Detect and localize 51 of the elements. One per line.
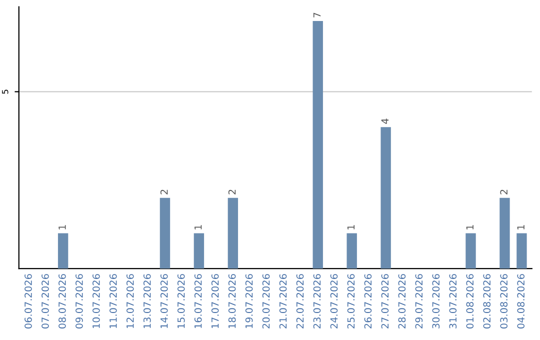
x-tick-label: 01.08.2026	[466, 274, 474, 328]
x-tick-label: 19.07.2026	[245, 274, 253, 328]
data-label: 2	[500, 190, 508, 194]
x-tick-label: 23.07.2026	[313, 274, 321, 328]
bar	[500, 198, 510, 269]
x-tick-label: 07.07.2026	[42, 274, 49, 328]
y-tick-label: 5	[2, 90, 8, 94]
x-tick-label: 26.07.2026	[364, 274, 372, 328]
data-label: 1	[347, 225, 355, 230]
bar	[194, 233, 204, 269]
x-tick-label: 06.07.2026	[24, 274, 32, 328]
data-label: 2	[160, 190, 168, 194]
data-label: 2	[228, 190, 236, 194]
data-label: 1	[58, 225, 66, 230]
x-tick-label: 18.07.2026	[228, 274, 236, 328]
x-tick-label: 10.07.2026	[92, 274, 100, 328]
x-tick-label: 03.08.2026	[500, 274, 508, 328]
bar	[228, 198, 238, 269]
data-label: 1	[466, 225, 474, 230]
x-tick-label: 11.07.2026	[109, 274, 117, 328]
x-tick-label: 28.07.2026	[398, 274, 406, 328]
x-tick-label: 08.07.2026	[58, 274, 66, 328]
data-label: 1	[517, 225, 524, 230]
x-tick-label: 21.07.2026	[279, 274, 287, 328]
x-tick-label: 04.08.2026	[517, 274, 525, 328]
x-tick-label: 02.08.2026	[483, 274, 491, 328]
bar	[466, 233, 476, 269]
bar	[312, 20, 323, 269]
x-tick-label: 15.07.2026	[177, 274, 185, 328]
x-tick-label: 29.07.2026	[415, 274, 423, 328]
bar	[160, 198, 170, 269]
x-tick-label: 20.07.2026	[262, 274, 270, 328]
x-tick-label: 09.07.2026	[76, 274, 83, 328]
data-label: 4	[381, 118, 388, 124]
x-tick-label: 25.07.2026	[347, 274, 355, 328]
bar	[380, 127, 391, 269]
bar	[346, 233, 357, 269]
x-tick-label: 16.07.2026	[194, 274, 202, 328]
x-tick-label: 30.07.2026	[432, 274, 440, 328]
bar	[516, 233, 527, 269]
x-tick-label: 24.07.2026	[330, 274, 338, 328]
data-label: 1	[194, 225, 202, 230]
x-tick-label: 17.07.2026	[211, 274, 219, 328]
data-label: 7	[313, 12, 321, 18]
x-tick-label: 13.07.2026	[143, 274, 151, 328]
x-tick-label: 31.07.2026	[449, 274, 457, 328]
x-tick-label: 27.07.2026	[381, 274, 389, 328]
x-tick-label: 14.07.2026	[160, 274, 168, 328]
x-tick-label: 22.07.2026	[296, 274, 304, 328]
x-tick-label: 12.07.2026	[126, 274, 134, 328]
bar	[58, 233, 68, 269]
